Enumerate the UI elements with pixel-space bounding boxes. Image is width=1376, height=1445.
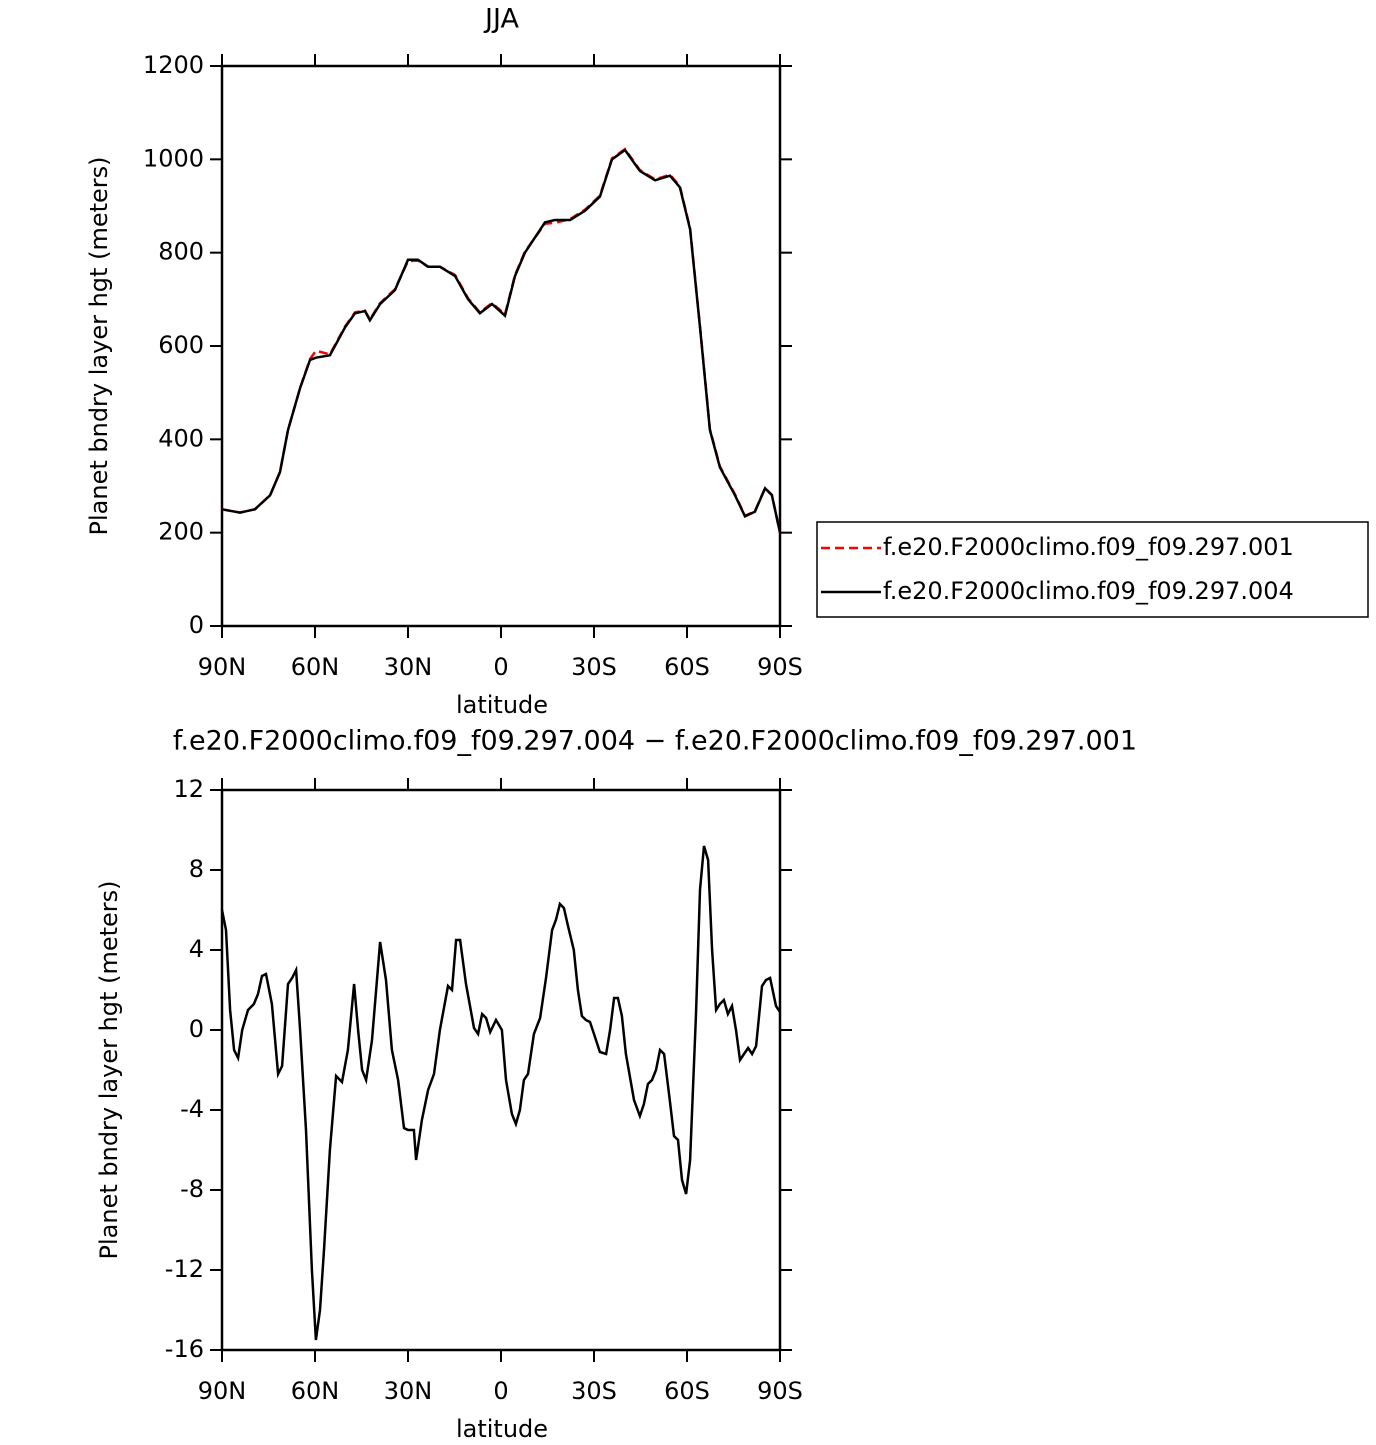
chart-title: f.e20.F2000climo.f09_f09.297.004 − f.e20… xyxy=(173,726,1137,757)
x-tick-label: 60S xyxy=(664,1377,710,1405)
x-tick-label: 0 xyxy=(493,1377,508,1405)
series-line xyxy=(221,148,782,533)
x-tick-label: 90S xyxy=(757,653,803,681)
legend-label: f.e20.F2000climo.f09_f09.297.004 xyxy=(883,577,1294,605)
x-tick-label: 90N xyxy=(198,653,247,681)
x-tick-label: 30N xyxy=(384,653,433,681)
y-axis-label: Planet bndry layer hgt (meters) xyxy=(85,157,113,536)
y-axis-label: Planet bndry layer hgt (meters) xyxy=(95,881,123,1260)
x-axis-label: latitude xyxy=(456,1415,548,1443)
y-tick-label: 12 xyxy=(173,775,204,803)
y-tick-label: 1200 xyxy=(143,51,204,79)
y-tick-label: -8 xyxy=(180,1175,204,1203)
series-line xyxy=(220,845,782,1341)
y-tick-label: -12 xyxy=(165,1255,204,1283)
plot-frame xyxy=(220,64,782,628)
x-tick-label: 60S xyxy=(664,653,710,681)
y-tick-label: 4 xyxy=(189,935,204,963)
y-tick-label: -16 xyxy=(165,1335,204,1363)
x-tick-label: 0 xyxy=(493,653,508,681)
x-axis-label: latitude xyxy=(456,691,548,719)
legend-label: f.e20.F2000climo.f09_f09.297.001 xyxy=(883,533,1294,561)
series-line xyxy=(221,147,782,533)
chart-title: JJA xyxy=(483,4,519,35)
y-tick-label: 8 xyxy=(189,855,204,883)
x-tick-label: 90N xyxy=(198,1377,247,1405)
y-tick-label: -4 xyxy=(180,1095,204,1123)
x-tick-label: 90S xyxy=(757,1377,803,1405)
x-tick-label: 60N xyxy=(291,653,340,681)
y-tick-label: 600 xyxy=(158,331,204,359)
x-tick-label: 30N xyxy=(384,1377,433,1405)
y-tick-label: 800 xyxy=(158,238,204,266)
x-tick-label: 30S xyxy=(571,653,617,681)
y-tick-label: 200 xyxy=(158,518,204,546)
y-tick-label: 1000 xyxy=(143,144,204,172)
y-tick-label: 0 xyxy=(189,1015,204,1043)
y-tick-label: 400 xyxy=(158,424,204,452)
x-tick-label: 30S xyxy=(571,1377,617,1405)
plot-frame xyxy=(220,788,782,1352)
legend-box xyxy=(816,521,1369,618)
y-tick-label: 0 xyxy=(189,611,204,639)
x-tick-label: 60N xyxy=(291,1377,340,1405)
